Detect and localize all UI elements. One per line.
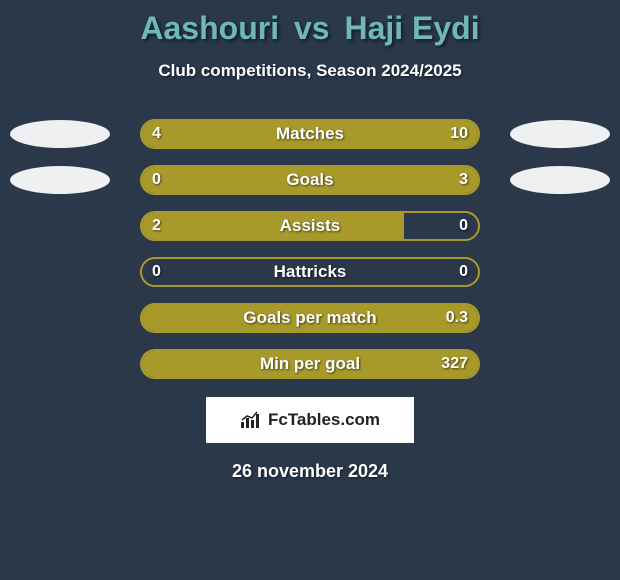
stat-row: Min per goal327 — [0, 349, 620, 379]
stat-bar-track: Assists20 — [140, 211, 480, 241]
stat-value-left: 0 — [152, 259, 161, 285]
stat-bar-track: Goals03 — [140, 165, 480, 195]
stat-value-right: 0 — [459, 213, 468, 239]
player1-avatar — [10, 120, 110, 148]
stat-bar-track: Matches410 — [140, 119, 480, 149]
stat-row: Assists20 — [0, 211, 620, 241]
player1-avatar — [10, 166, 110, 194]
stats-chart: Matches410Goals03Assists20Hattricks00Goa… — [0, 119, 620, 379]
stat-bar-fill-right — [142, 167, 478, 193]
stat-row: Goals03 — [0, 165, 620, 195]
stat-bar-fill-right — [236, 121, 478, 147]
stat-bar-fill-left — [142, 121, 236, 147]
stat-row: Goals per match0.3 — [0, 303, 620, 333]
stat-row: Matches410 — [0, 119, 620, 149]
player2-name: Haji Eydi — [344, 10, 479, 46]
fctables-logo: FcTables.com — [206, 397, 414, 443]
player1-name: Aashouri — [140, 10, 279, 46]
stat-bar-fill-left — [142, 213, 404, 239]
player2-avatar — [510, 120, 610, 148]
chart-icon — [240, 411, 262, 429]
subtitle: Club competitions, Season 2024/2025 — [0, 61, 620, 81]
stat-value-right: 0 — [459, 259, 468, 285]
date: 26 november 2024 — [0, 461, 620, 482]
comparison-title: Aashouri vs Haji Eydi — [0, 0, 620, 47]
logo-text: FcTables.com — [268, 410, 380, 430]
stat-bar-fill-right — [142, 351, 478, 377]
stat-bar-fill-right — [142, 305, 478, 331]
stat-bar-track: Hattricks0 0 — [140, 257, 480, 287]
stat-row: Hattricks0 0 — [0, 257, 620, 287]
stat-bar-track: Min per goal327 — [140, 349, 480, 379]
stat-label: Hattricks — [142, 259, 478, 285]
vs-text: vs — [294, 10, 330, 46]
player2-avatar — [510, 166, 610, 194]
stat-bar-track: Goals per match0.3 — [140, 303, 480, 333]
